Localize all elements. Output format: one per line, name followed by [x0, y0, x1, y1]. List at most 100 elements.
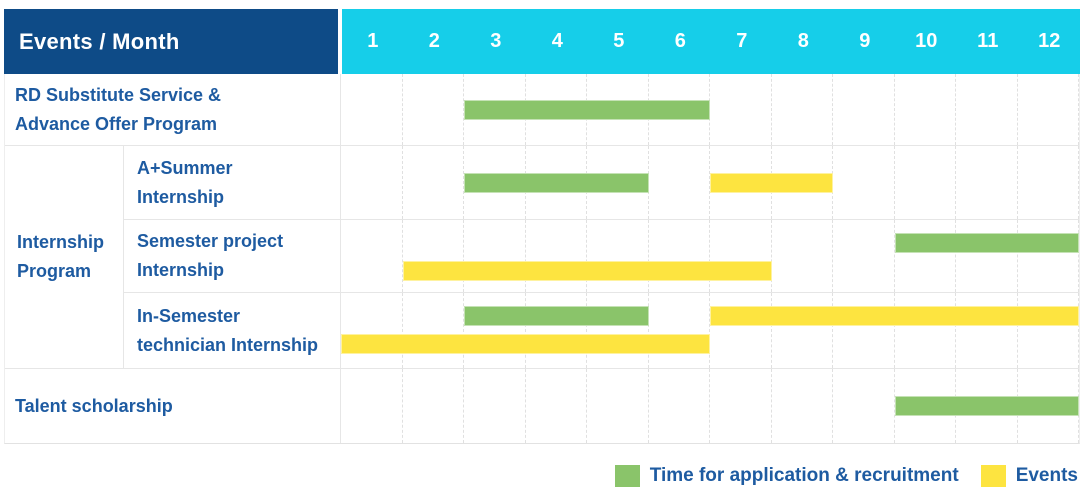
month-cell: [649, 220, 710, 292]
month-cell: [403, 220, 464, 292]
month-grid: [341, 146, 1079, 219]
month-header-cell: 1: [367, 30, 379, 52]
table-header: Events / Month 1 2 3 4 5 6 7 8 9 10 11 12: [4, 9, 1080, 74]
row-label-line: Talent scholarship: [15, 395, 173, 416]
row-label-line: Internship: [137, 260, 225, 280]
month-cell: [772, 293, 833, 368]
month-cell: [649, 146, 710, 219]
month-cell: [772, 74, 833, 145]
month-header-cell: 5: [613, 30, 625, 52]
month-header-cell: 6: [674, 30, 686, 52]
row-label: Talent scholarship: [5, 369, 341, 443]
row-label-line: Internship: [137, 186, 225, 207]
month-header-cell: 8: [797, 30, 809, 52]
month-cell: [956, 146, 1018, 219]
month-cell: [895, 74, 956, 145]
row-label-line: In-Semester: [137, 305, 241, 326]
month-cell: [710, 220, 772, 292]
month-cell: [341, 220, 403, 292]
table-row: RD Substitute Service & Advance Offer Pro…: [5, 74, 1079, 146]
month-cell: [772, 369, 833, 443]
month-cell: [833, 74, 895, 145]
gantt-chart: Events / Month 1 2 3 4 5 6 7 8 9 10 11 12 RD Substi…: [4, 9, 1080, 487]
month-cell: [464, 293, 526, 368]
month-cell: [710, 293, 772, 368]
month-cell: [403, 369, 464, 443]
month-grid: [341, 220, 1079, 292]
month-cell: [1018, 146, 1079, 219]
month-cell: [341, 146, 403, 219]
gantt-bar-application: [464, 306, 649, 326]
legend-item: Time for application & recruitment: [614, 465, 959, 487]
month-cell: [526, 369, 587, 443]
legend-label: Events: [1015, 465, 1078, 486]
month-cell: [587, 220, 649, 292]
month-cell: [895, 146, 956, 219]
month-cell: [956, 220, 1018, 292]
row-label-line: RD Substitute Service &: [15, 84, 222, 105]
month-cell: [341, 293, 403, 368]
month-header-cell: 4: [551, 30, 563, 52]
legend-swatch-event: [980, 465, 1006, 487]
table-row: Talent scholarship: [5, 369, 1079, 443]
month-cell: [895, 293, 956, 368]
gantt-bar-event: [710, 172, 833, 193]
month-cell: [464, 220, 526, 292]
month-header-cell: 9: [859, 30, 871, 52]
row-label: Semester project Internship: [124, 220, 341, 292]
gantt-bar-application: [464, 99, 710, 120]
month-cell: [1018, 293, 1079, 368]
legend-item: Events: [980, 465, 1078, 487]
gantt-bar-application: [894, 233, 1079, 253]
gantt-bar-event: [341, 334, 710, 354]
month-cell: [772, 220, 833, 292]
row-label-line: A+Summer: [137, 157, 233, 178]
row-label-line: Advance Offer Program: [15, 113, 218, 134]
month-cell: [833, 146, 895, 219]
month-cell: [956, 74, 1018, 145]
month-cell: [526, 293, 587, 368]
month-cell: [526, 220, 587, 292]
month-cell: [403, 293, 464, 368]
month-header-cell: 2: [428, 30, 440, 52]
row-label: A+Summer Internship: [124, 146, 341, 219]
month-cell: [1018, 74, 1079, 145]
gantt-bar-event: [402, 261, 772, 281]
events-month-header-cell: Events / Month: [4, 9, 338, 74]
month-cell: [587, 293, 649, 368]
month-cell: [403, 146, 464, 219]
month-cell: [956, 293, 1018, 368]
month-header-cell: 3: [490, 30, 502, 52]
month-header-cell: 10: [915, 30, 938, 52]
month-grid: [341, 293, 1079, 368]
month-cell: [464, 369, 526, 443]
month-cell: [649, 369, 710, 443]
legend-swatch-application: [614, 465, 640, 487]
month-header-row: 1 2 3 4 5 6 7 8 9 10 11 12: [342, 9, 1080, 74]
legend: Time for application & recruitment Events: [4, 465, 1080, 487]
month-cell: [649, 293, 710, 368]
gantt-bar-application: [464, 172, 649, 193]
table-row: In-Semester technician Internship: [124, 293, 1079, 368]
table-row: A+Summer Internship: [124, 146, 1079, 220]
group-label-line: Program: [17, 261, 92, 281]
group-label-line: Internship: [17, 232, 105, 252]
month-cell: [833, 220, 895, 292]
row-group: Internship Program A+Summer Internship Semes…: [5, 146, 1079, 369]
month-cell: [587, 369, 649, 443]
month-cell: [403, 74, 464, 145]
row-label: In-Semester technician Internship: [124, 293, 341, 368]
month-header-cell: 7: [736, 30, 748, 52]
month-grid: [341, 369, 1079, 443]
month-cell: [833, 369, 895, 443]
gantt-bar-application: [894, 396, 1079, 416]
month-header-cell: 11: [977, 30, 999, 52]
month-cell: [1018, 220, 1079, 292]
month-cell: [833, 293, 895, 368]
gantt-bar-event: [710, 306, 1079, 326]
month-header-cell: 12: [1038, 30, 1061, 52]
month-cell: [710, 74, 772, 145]
legend-label: Time for application & recruitment: [649, 465, 959, 486]
month-cell: [341, 369, 403, 443]
row-label: RD Substitute Service & Advance Offer Pro…: [5, 74, 341, 145]
